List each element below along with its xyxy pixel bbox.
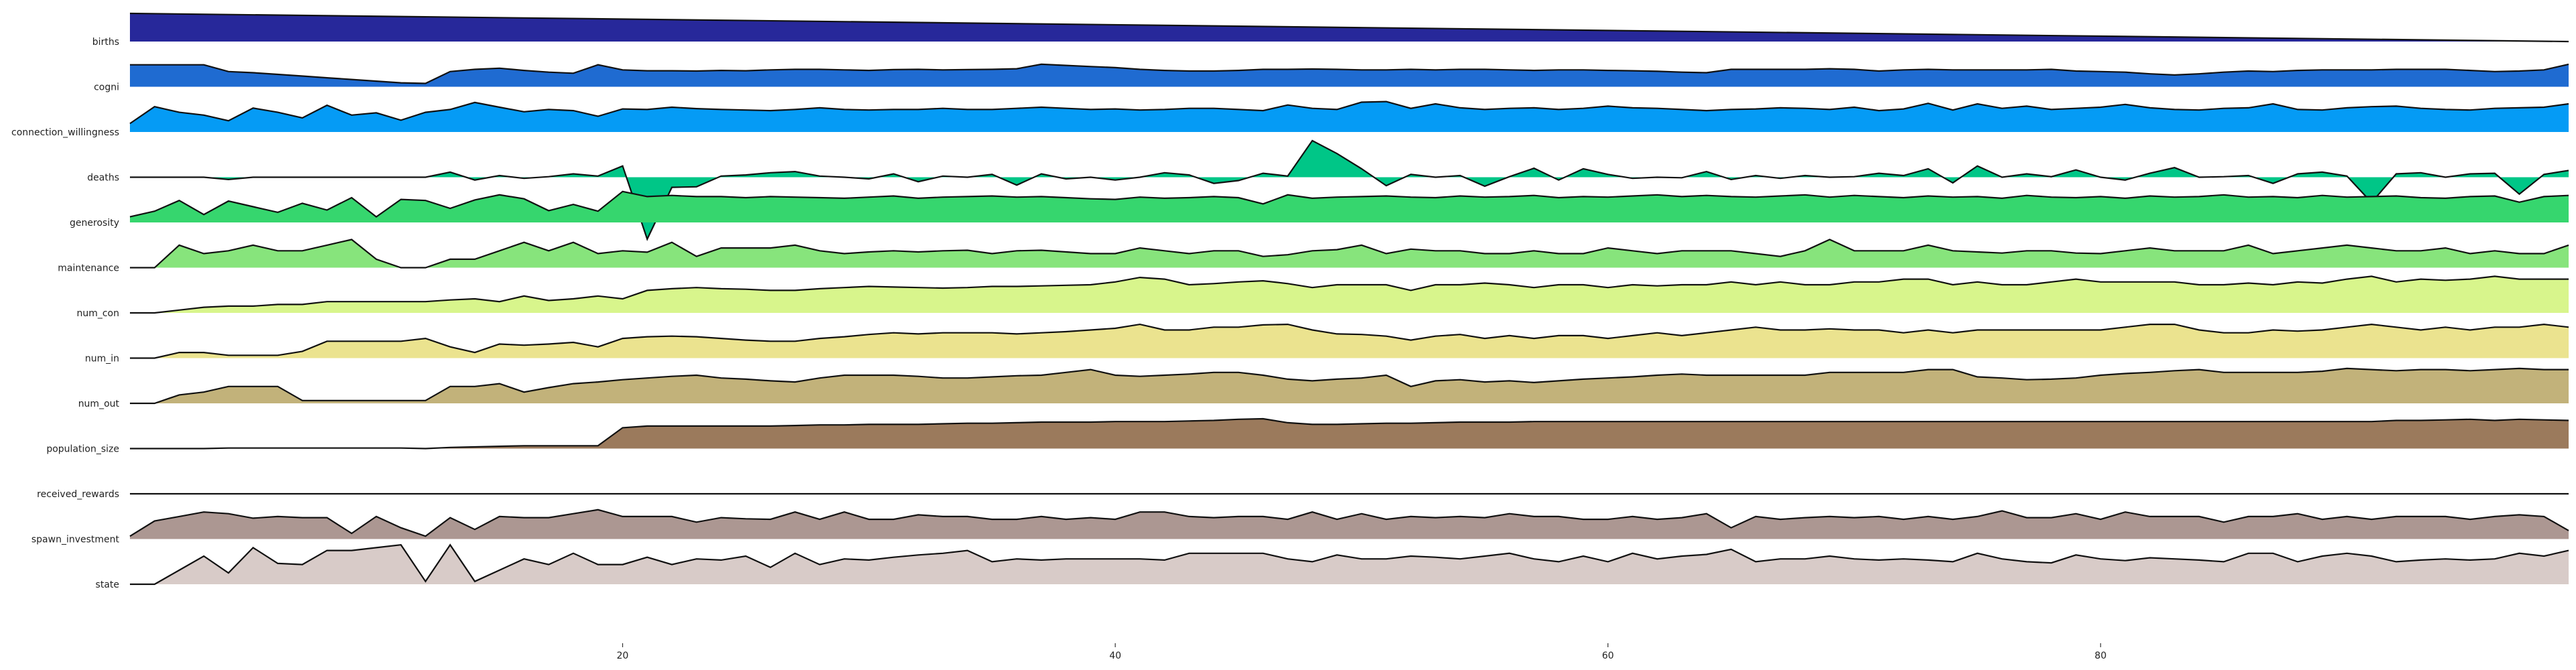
ridge-maintenance: maintenance bbox=[58, 239, 2569, 274]
line-population-size bbox=[130, 417, 2569, 450]
row-label-spawn-investment: spawn_investment bbox=[31, 535, 120, 545]
area-deaths bbox=[130, 140, 2569, 239]
ridge-births: births bbox=[92, 12, 2569, 48]
area-generosity bbox=[130, 191, 2569, 222]
line-cogni bbox=[130, 63, 2569, 84]
line-births bbox=[129, 12, 2569, 43]
row-label-num-con: num_con bbox=[76, 308, 119, 319]
ridge-received-rewards: received_rewards bbox=[37, 489, 2569, 500]
area-num-in bbox=[130, 324, 2569, 358]
line-deaths bbox=[130, 139, 2569, 241]
ridge-connection-willingness: connection_willingness bbox=[11, 100, 2569, 138]
area-population-size bbox=[130, 419, 2569, 449]
x-tick-label-20: 20 bbox=[617, 651, 629, 661]
area-cogni bbox=[130, 64, 2569, 87]
row-label-deaths: deaths bbox=[87, 173, 119, 184]
line-num-con bbox=[130, 275, 2569, 314]
ridge-cogni: cogni bbox=[94, 63, 2569, 93]
x-tick-label-80: 80 bbox=[2094, 651, 2106, 661]
x-tick-label-40: 40 bbox=[1109, 651, 1121, 661]
ridge-generosity: generosity bbox=[70, 190, 2569, 228]
row-label-population-size: population_size bbox=[46, 444, 119, 455]
ridge-num-in: num_in bbox=[85, 323, 2569, 364]
ridge-num-out: num_out bbox=[78, 367, 2569, 409]
ridge-state: state bbox=[96, 543, 2569, 590]
row-label-generosity: generosity bbox=[70, 218, 119, 228]
area-num-out bbox=[130, 368, 2569, 403]
row-label-num-in: num_in bbox=[85, 354, 119, 364]
line-num-in bbox=[130, 323, 2569, 359]
line-spawn-investment bbox=[129, 509, 2569, 537]
row-label-maintenance: maintenance bbox=[58, 263, 119, 274]
area-state bbox=[130, 545, 2569, 584]
line-maintenance bbox=[130, 239, 2569, 269]
row-label-births: births bbox=[92, 37, 119, 48]
x-axis: 20 40 60 80 bbox=[617, 643, 2106, 661]
ridge-num-con: num_con bbox=[76, 275, 2569, 319]
ridge-deaths: deaths bbox=[87, 139, 2569, 241]
area-num-con bbox=[130, 276, 2569, 313]
ridge-spawn-investment: spawn_investment bbox=[31, 509, 2569, 545]
line-state bbox=[130, 543, 2569, 586]
ridge-population-size: population_size bbox=[46, 417, 2569, 455]
x-tick-label-60: 60 bbox=[1602, 651, 1614, 661]
row-label-connection-willingness: connection_willingness bbox=[11, 127, 119, 138]
line-generosity bbox=[129, 190, 2569, 218]
row-label-state: state bbox=[96, 580, 119, 590]
line-connection-willingness bbox=[129, 100, 2569, 125]
area-spawn-investment bbox=[130, 509, 2569, 539]
row-label-cogni: cogni bbox=[94, 82, 119, 93]
row-label-received-rewards: received_rewards bbox=[37, 489, 119, 500]
row-label-num-out: num_out bbox=[78, 399, 120, 409]
line-num-out bbox=[130, 367, 2569, 405]
area-maintenance bbox=[130, 239, 2569, 268]
